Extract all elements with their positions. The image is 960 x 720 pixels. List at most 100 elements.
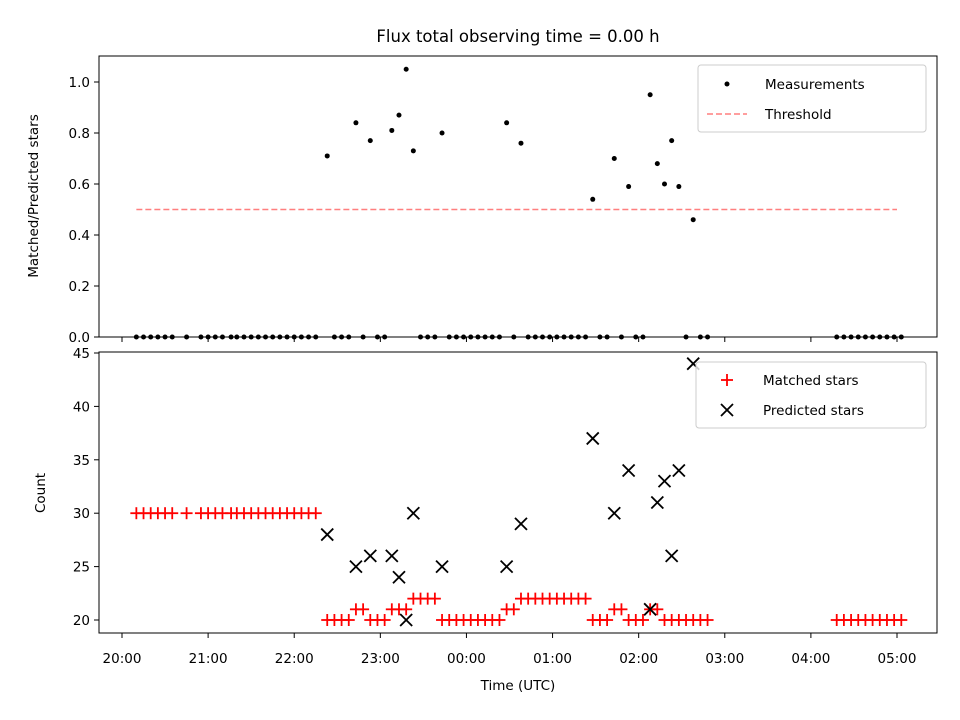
- matched-star-point: [895, 614, 908, 626]
- matched-star-point: [166, 507, 179, 520]
- measurement-point: [410, 148, 416, 154]
- top-y-tick-label: 0.0: [69, 330, 90, 346]
- predicted-star-point: [499, 559, 514, 574]
- bottom-axis-ticks: 20 25 30 35 40 45 20:00 21:00 22:00 23:00 00:00 01:…: [73, 346, 917, 667]
- measurement-point: [690, 217, 696, 223]
- bottom-x-axis-label: Time (UTC): [480, 678, 556, 694]
- measurement-point: [353, 120, 359, 126]
- bottom-x-tick-label: 01:00: [533, 651, 572, 667]
- predicted-star-point: [435, 559, 449, 574]
- matched-star-point: [342, 614, 355, 626]
- legend-matched-label: Matched stars: [763, 373, 859, 389]
- bottom-y-tick-label: 35: [73, 453, 90, 469]
- bottom-y-axis-label: Count: [33, 473, 49, 513]
- measurement-point: [518, 140, 524, 146]
- legend-predicted-label: Predicted stars: [763, 403, 864, 419]
- legend-measurements-marker: [724, 81, 730, 87]
- predicted-star-point: [665, 549, 679, 563]
- matched-star-point: [400, 603, 413, 616]
- measurement-point: [590, 196, 596, 202]
- matched-star-point: [579, 592, 592, 605]
- measurement-point: [676, 184, 682, 190]
- measurement-point: [662, 181, 667, 187]
- measurement-point: [647, 92, 653, 98]
- predicted-star-point: [643, 602, 657, 616]
- measurement-point: [403, 66, 409, 72]
- legend-matched-marker: [721, 374, 733, 386]
- predicted-star-point: [363, 549, 377, 563]
- predicted-star-point: [399, 613, 413, 627]
- bottom-x-tick-label: 23:00: [361, 651, 400, 667]
- measurement-point: [396, 112, 402, 118]
- bottom-x-tick-label: 05:00: [878, 651, 917, 667]
- predicted-star-point: [650, 495, 664, 510]
- matched-star-point: [601, 614, 614, 626]
- measurement-point: [324, 153, 330, 159]
- predicted-star-point: [406, 506, 420, 520]
- top-y-tick-label: 0.4: [69, 228, 90, 244]
- predicted-star-point: [514, 517, 528, 531]
- predicted-star-point: [586, 431, 600, 446]
- top-plot-area: [133, 66, 904, 340]
- bottom-x-tick-label: 21:00: [189, 651, 228, 667]
- matched-star-point: [651, 603, 664, 616]
- measurement-point: [669, 138, 675, 144]
- predicted-star-point: [320, 527, 334, 542]
- measurement-point: [389, 127, 395, 133]
- legend-measurements-label: Measurements: [765, 77, 865, 93]
- legend-predicted-marker: [720, 403, 734, 417]
- top-panel: Flux total observing time = 0.00 h Match…: [26, 27, 938, 346]
- top-chart-title: Flux total observing time = 0.00 h: [376, 27, 659, 46]
- bottom-x-tick-label: 22:00: [275, 651, 314, 667]
- legend-threshold-label: Threshold: [764, 107, 832, 123]
- measurement-point: [504, 120, 510, 126]
- top-axes-frame: [98, 55, 938, 338]
- matched-star-point: [357, 603, 370, 616]
- top-legend: Measurements Threshold: [697, 64, 927, 133]
- matched-star-point: [378, 614, 391, 626]
- top-legend-box: [697, 64, 927, 133]
- bottom-x-tick-label: 00:00: [447, 651, 486, 667]
- bottom-x-tick-label: 02:00: [619, 651, 658, 667]
- top-axis-ticks: 0.0 0.2 0.4 0.6 0.8 1.0: [69, 75, 898, 346]
- top-y-tick-label: 0.6: [69, 177, 90, 193]
- top-y-tick-label: 0.8: [69, 126, 90, 142]
- top-y-tick-label: 0.2: [69, 279, 90, 295]
- bottom-plot-area: [130, 357, 908, 627]
- bottom-x-tick-label: 03:00: [705, 651, 744, 667]
- bottom-y-tick-label: 30: [73, 506, 90, 522]
- predicted-star-point: [607, 506, 621, 520]
- measurement-point: [626, 184, 632, 190]
- matched-star-point: [309, 507, 322, 520]
- matched-star-point: [180, 507, 193, 520]
- bottom-legend: Matched stars Predicted stars: [695, 361, 927, 429]
- measurement-point: [654, 161, 660, 167]
- matched-star-point: [507, 603, 520, 616]
- top-y-axis-label: Matched/Predicted stars: [26, 114, 42, 277]
- matched-star-point: [636, 614, 649, 626]
- measurement-point: [367, 138, 373, 144]
- measurement-point: [611, 156, 617, 161]
- matched-star-point: [493, 614, 506, 626]
- predicted-star-point: [657, 474, 672, 488]
- top-y-tick-label: 1.0: [69, 75, 90, 91]
- bottom-y-tick-label: 45: [73, 346, 90, 362]
- predicted-star-point: [392, 570, 406, 584]
- bottom-y-tick-label: 40: [73, 399, 90, 415]
- bottom-axes-frame: [98, 351, 938, 634]
- bottom-legend-box: [695, 361, 927, 429]
- matched-star-point: [615, 603, 628, 616]
- bottom-y-tick-label: 25: [73, 560, 90, 576]
- bottom-y-tick-label: 20: [73, 613, 90, 629]
- bottom-x-tick-label: 04:00: [791, 651, 830, 667]
- matched-star-point: [701, 614, 714, 626]
- predicted-star-point: [385, 549, 399, 563]
- matched-star-point: [428, 592, 441, 605]
- predicted-star-point: [621, 463, 636, 478]
- predicted-star-point: [672, 463, 686, 478]
- predicted-star-point: [349, 559, 363, 574]
- bottom-x-tick-label: 20:00: [103, 651, 142, 667]
- measurement-point: [439, 130, 445, 136]
